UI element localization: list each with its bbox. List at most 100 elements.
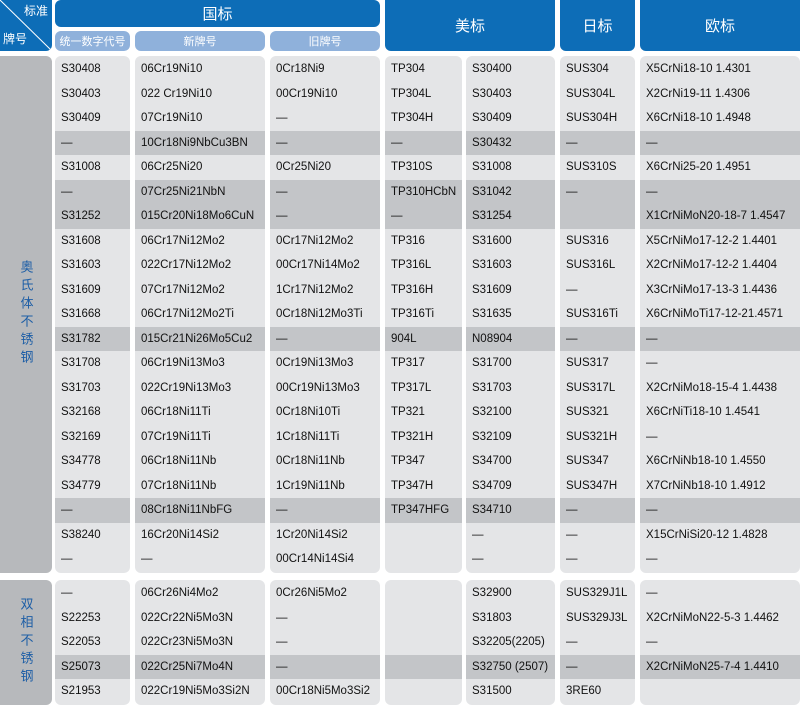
table-cell: 904L xyxy=(385,326,462,351)
table-cell xyxy=(385,547,462,572)
subheader-new-grade: 新牌号 xyxy=(135,31,265,51)
table-cell: 08Cr18Ni11NbFG xyxy=(135,498,265,523)
table-cell: — xyxy=(640,326,800,351)
column-1: 06Cr26Ni4Mo2 022Cr22Ni5Mo3N 022Cr23Ni5Mo3N… xyxy=(135,580,265,705)
table-cell: — xyxy=(646,553,658,565)
table-cell: 022 Cr19Ni10 xyxy=(141,87,212,100)
table-cell: X5CrNi18-10 1.4301 xyxy=(646,63,751,75)
table-cell: 07Cr25Ni21NbN xyxy=(135,179,265,204)
table-cell: S32169 xyxy=(61,430,101,443)
table-cell: TP321H xyxy=(391,430,434,443)
table-cell: S38240 xyxy=(61,528,101,541)
header-eu: 欧标 xyxy=(640,0,800,51)
column-5: SUS304 SUS304L SUS304H — SUS310S — SUS316 SUS31… xyxy=(560,56,635,573)
table-cell: S32205(2205) xyxy=(472,636,545,648)
table-cell: S31252 xyxy=(55,204,130,229)
table-cell: 015Cr20Ni18Mo6CuN xyxy=(135,204,265,229)
table-cell: SUS310S xyxy=(566,161,617,173)
group-label: 双相不锈钢 xyxy=(0,580,52,705)
table-cell: 1Cr17Ni12Mo2 xyxy=(276,283,354,296)
table-cell: S30403 xyxy=(472,87,512,100)
table-cell: 0Cr18Ni11Nb xyxy=(276,455,345,467)
column-2: 0Cr18Ni9 00Cr19Ni10— —0Cr25Ni20— —0Cr17Ni12… xyxy=(270,56,380,573)
table-cell: — xyxy=(270,654,380,679)
table-cell: TP304L xyxy=(391,87,432,100)
table-cell xyxy=(640,679,800,704)
table-cell: S31703 xyxy=(61,381,101,394)
table-cell: S34778 xyxy=(61,455,101,467)
table-cell: — xyxy=(560,498,635,523)
table-cell: X2CrNi19-11 1.4306 xyxy=(646,87,750,100)
table-cell: 06Cr19Ni10 xyxy=(141,63,203,75)
table-cell: — xyxy=(276,112,288,124)
table-cell: — xyxy=(61,553,73,565)
table-cell: S32900 xyxy=(472,587,512,599)
column-0: — S22253 S22053 S25073 S21953 xyxy=(55,580,130,705)
table-cell: 00Cr17Ni14Mo2 xyxy=(276,259,360,271)
table-cell: TP317 xyxy=(391,357,425,369)
table-cell: S30409 xyxy=(61,112,101,124)
corner-standard-label: 标准 xyxy=(23,4,48,18)
table-cell: S32109 xyxy=(472,430,512,443)
table-cell: TP347HFG xyxy=(385,498,462,523)
table-cell: S31668 xyxy=(61,308,101,320)
table-cell: — xyxy=(566,553,578,565)
table-cell: X15CrNiSi20-12 1.4828 xyxy=(646,528,768,541)
table-cell: 0Cr18Ni10Ti xyxy=(276,406,341,418)
table-cell: 07Cr18Ni11Nb xyxy=(141,479,217,492)
table-cell: S31782 xyxy=(55,326,130,351)
table-cell: 0Cr17Ni12Mo2 xyxy=(276,234,354,247)
table-cell xyxy=(385,679,462,704)
table-cell: X6CrNi25-20 1.4951 xyxy=(646,161,751,173)
table-cell xyxy=(385,581,462,606)
table-cell: S30432 xyxy=(466,130,555,155)
table-cell: 022Cr19Ni13Mo3 xyxy=(141,381,232,394)
table-cell: 1Cr20Ni14Si2 xyxy=(276,528,348,541)
table-cell: TP316H xyxy=(391,283,434,296)
table-cell: N08904 xyxy=(466,326,555,351)
table-cell: S31609 xyxy=(472,283,512,296)
table-cell: 00Cr19Ni13Mo3 xyxy=(276,381,360,394)
header-us: 美标 xyxy=(385,0,555,51)
table-cell: X2CrNiMoN22-5-3 1.4462 xyxy=(646,611,779,624)
section-1: 双相不锈钢 — S22253 S22053 S25073 S21953 06Cr26Ni4M… xyxy=(0,580,800,705)
table-cell: 06Cr26Ni4Mo2 xyxy=(141,587,219,599)
table-cell: — xyxy=(472,528,484,541)
table-cell: — xyxy=(646,587,658,599)
table-cell: TP310S xyxy=(391,161,433,173)
table-cell: 0Cr26Ni5Mo2 xyxy=(276,587,347,599)
column-5: SUS329J1L SUS329J3L — — 3RE60 xyxy=(560,580,635,705)
table-cell: 022Cr19Ni5Mo3Si2N xyxy=(141,685,250,697)
column-2: 0Cr26Ni5Mo2 — — — 00Cr18Ni5Mo3Si2 xyxy=(270,580,380,705)
table-cell: S22053 xyxy=(61,636,101,648)
table-cell: — xyxy=(566,636,578,648)
table-cell: S31008 xyxy=(61,161,101,173)
table-cell: — xyxy=(270,204,380,229)
section-0: 奥氏体不锈钢 S30408 S30403 S30409— S31008— S31252 S3… xyxy=(0,56,800,573)
table-cell xyxy=(385,630,462,655)
table-cell: SUS329J3L xyxy=(566,611,628,624)
column-6: X5CrNi18-10 1.4301 X2CrNi19-11 1.4306 X6Cr… xyxy=(640,56,800,573)
table-cell: TP304H xyxy=(391,112,434,124)
table-cell: S34710 xyxy=(466,498,555,523)
column-4: S30400 S30403 S30409 S30432 S31008 S31042 S312… xyxy=(466,56,555,573)
table-cell: — xyxy=(560,654,635,679)
table-cell: TP347H xyxy=(391,479,434,492)
table-cell: — xyxy=(566,528,578,541)
table-cell: 06Cr25Ni20 xyxy=(141,161,203,173)
table-cell: X6CrNiNb18-10 1.4550 xyxy=(646,455,766,467)
table-cell: X6CrNiMoTi17-12-21.4571 xyxy=(646,308,784,320)
table-cell: S25073 xyxy=(55,654,130,679)
table-cell: — xyxy=(276,611,288,624)
table-cell: 022Cr25Ni7Mo4N xyxy=(135,654,265,679)
table-cell: 0Cr19Ni13Mo3 xyxy=(276,357,354,369)
table-cell: 10Cr18Ni9NbCu3BN xyxy=(135,130,265,155)
table-cell: SUS316 xyxy=(566,234,609,247)
table-cell: X6CrNi18-10 1.4948 xyxy=(646,112,751,124)
table-cell: — xyxy=(55,179,130,204)
table-cell: S30409 xyxy=(472,112,512,124)
table-cell: SUS321 xyxy=(566,406,609,418)
table-cell: X5CrNiMo17-12-2 1.4401 xyxy=(646,234,778,247)
table-cell: 16Cr20Ni14Si2 xyxy=(141,528,219,541)
group-label-text: 奥氏体不锈钢 xyxy=(18,260,34,369)
